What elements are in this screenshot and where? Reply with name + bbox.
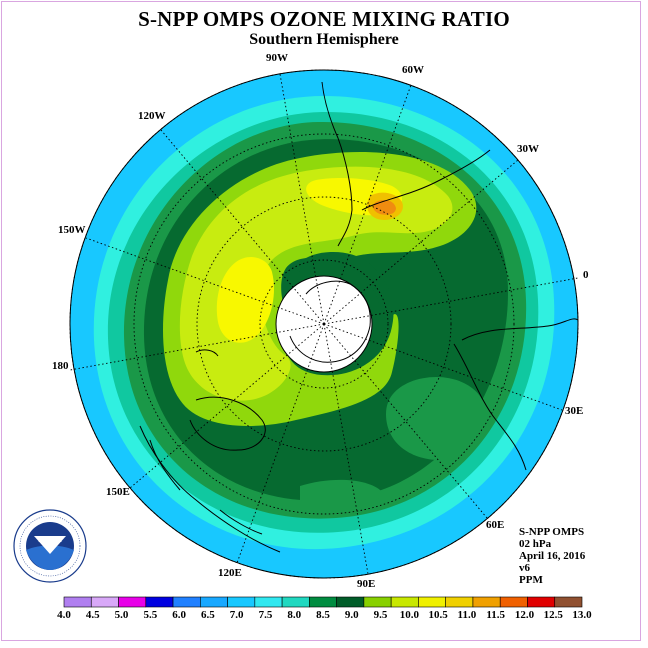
colorbar-swatch bbox=[254, 596, 283, 608]
band-11-5 bbox=[373, 200, 396, 215]
colorbar-ticks: 4.0 4.5 5.0 5.5 6.0 6.5 7.0 7.5 8.0 8.5 9.0 9.5 10.0… bbox=[57, 609, 592, 621]
colorbar-tick-label: 11.5 bbox=[486, 609, 505, 621]
colorbar-tick-label: 7.0 bbox=[230, 609, 244, 621]
colorbar-swatch bbox=[445, 596, 474, 608]
colorbar-swatch bbox=[200, 596, 228, 608]
colorbar-swatch bbox=[472, 596, 501, 608]
lon-label-30w: 30W bbox=[517, 143, 539, 155]
page-title: S-NPP OMPS OZONE MIXING RATIO bbox=[138, 7, 510, 31]
info-instrument: S-NPP OMPS bbox=[519, 526, 585, 538]
colorbar-tick-label: 13.0 bbox=[572, 609, 592, 621]
band-8-5-pocket bbox=[300, 479, 384, 507]
colorbar-tick-label: 8.0 bbox=[287, 609, 301, 621]
colorbar-tick-label: 7.5 bbox=[259, 609, 273, 621]
colorbar-swatch bbox=[499, 596, 528, 608]
colorbar-tick-label: 9.5 bbox=[374, 609, 388, 621]
colorbar-tick-label: 12.0 bbox=[515, 609, 535, 621]
map-outline bbox=[69, 69, 579, 579]
colorbar-swatch bbox=[90, 596, 119, 608]
band-10-5 bbox=[216, 257, 274, 343]
info-level: 02 hPa bbox=[519, 538, 552, 550]
noaa-logo: NOAA bbox=[13, 509, 87, 583]
colorbar-swatch bbox=[418, 596, 446, 608]
colorbar-tick-label: 6.0 bbox=[172, 609, 186, 621]
colorbar-tick-label: 4.0 bbox=[57, 609, 71, 621]
colorbar-tick-label: 5.5 bbox=[143, 609, 157, 621]
lon-label-180: 180 bbox=[52, 360, 69, 372]
colorbar-swatch bbox=[118, 596, 147, 608]
lon-label-30e: 30E bbox=[565, 405, 583, 417]
colorbar-tick-label: 11.0 bbox=[458, 609, 477, 621]
colorbar-swatch bbox=[63, 596, 92, 608]
page-subtitle: Southern Hemisphere bbox=[249, 31, 399, 48]
colorbar-swatch bbox=[336, 596, 365, 608]
colorbar-tick-label: 12.5 bbox=[544, 609, 564, 621]
band-10-0 bbox=[179, 166, 453, 401]
colorbar-tick-label: 4.5 bbox=[86, 609, 100, 621]
colorbar-swatch bbox=[363, 596, 392, 608]
colorbar-swatch bbox=[227, 596, 256, 608]
colorbar-tick-label: 9.0 bbox=[345, 609, 359, 621]
colorbar-tick-label: 10.0 bbox=[400, 609, 420, 621]
lon-label-150e: 150E bbox=[106, 486, 130, 498]
colorbar-swatch bbox=[281, 596, 310, 608]
colorbar-swatch bbox=[527, 596, 556, 608]
lon-label-60w: 60W bbox=[402, 64, 424, 76]
longitude-labels: 90W 60W 120W 30W 150W 0 180 30E 150E 60E… bbox=[52, 52, 589, 590]
info-version: v6 bbox=[519, 562, 530, 574]
colorbar-tick-label: 5.0 bbox=[115, 609, 129, 621]
colorbar-tick-label: 8.5 bbox=[316, 609, 330, 621]
colorbar-swatch bbox=[390, 596, 419, 608]
colorbar-swatch bbox=[309, 596, 337, 608]
colorbar-tick-label: 6.5 bbox=[201, 609, 215, 621]
colorbar-tick-label: 10.5 bbox=[428, 609, 448, 621]
colorbar-swatch bbox=[145, 596, 174, 608]
lon-label-60e: 60E bbox=[486, 519, 504, 531]
coastlines bbox=[139, 81, 579, 553]
lon-label-150w: 150W bbox=[58, 224, 86, 236]
colorbar-swatches bbox=[63, 596, 583, 608]
colorbar-swatch bbox=[554, 596, 583, 608]
info-units: PPM bbox=[519, 574, 543, 586]
info-date: April 16, 2016 bbox=[519, 550, 586, 562]
lon-label-90e: 90E bbox=[357, 578, 375, 590]
band-8-5-inner bbox=[386, 377, 487, 461]
figure-border bbox=[1, 1, 641, 641]
lon-label-120e: 120E bbox=[218, 567, 242, 579]
lon-label-0: 0 bbox=[583, 269, 589, 281]
lon-label-120w: 120W bbox=[138, 110, 166, 122]
noaa-logo-text: NOAA bbox=[38, 535, 62, 544]
colorbar-swatch bbox=[172, 596, 201, 608]
lon-label-90w: 90W bbox=[266, 52, 288, 64]
